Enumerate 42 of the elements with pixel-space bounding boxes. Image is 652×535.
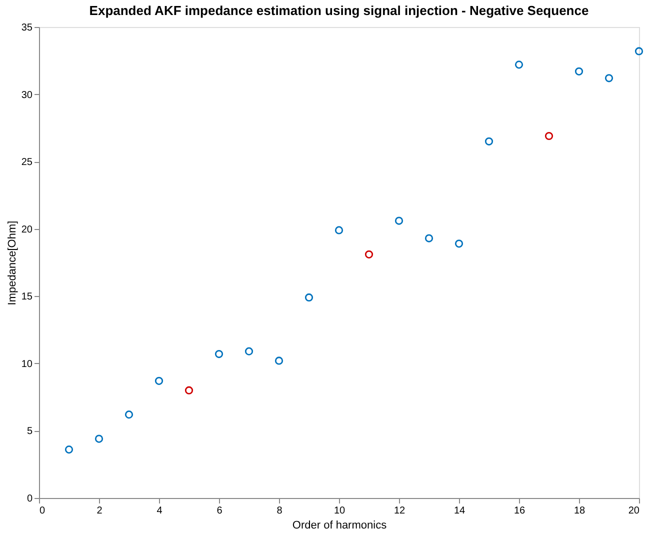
point [304,293,314,302]
point [64,446,74,454]
x-tick-label: 8 [276,506,283,516]
x-axis-title: Order of harmonics [292,520,388,532]
x-tick-label: 10 [334,506,346,516]
y-axis-title: Impedance[Ohm] [6,220,18,306]
point [184,386,194,394]
x-tick-label: 4 [156,506,163,516]
x-tick-label: 16 [514,506,526,516]
y-tick-label: 20 [21,224,33,236]
x-tick-label: 2 [96,506,103,516]
point [484,137,494,146]
point [244,347,254,356]
point [364,250,374,258]
x-tick-label: 12 [394,506,406,516]
point [544,132,554,140]
point [214,350,224,358]
point [94,434,104,443]
y-tick-label: 0 [26,494,33,504]
x-tick-label: 14 [454,506,466,516]
point [424,234,434,242]
y-tick-label: 30 [21,90,33,101]
point [514,60,524,69]
point [334,226,344,234]
y-tick-label: 35 [21,22,33,34]
point [124,410,134,419]
chart-title: Expanded AKF impedance estimation using signal injection - Negative Sequence [89,3,589,18]
y-tick-label: 5 [26,426,33,438]
point [154,376,164,385]
y-tick-label: 10 [21,358,33,370]
point [454,240,464,248]
point [604,74,614,82]
x-tick-label: 0 [40,506,46,516]
point [274,356,284,365]
point [634,47,644,56]
point [394,216,404,225]
y-tick-label: 25 [21,157,33,168]
y-tick-label: 15 [21,292,33,303]
x-tick-label: 18 [574,506,586,516]
x-tick-label: 6 [216,506,223,516]
point [574,67,584,76]
x-tick-label: 20 [628,506,640,516]
